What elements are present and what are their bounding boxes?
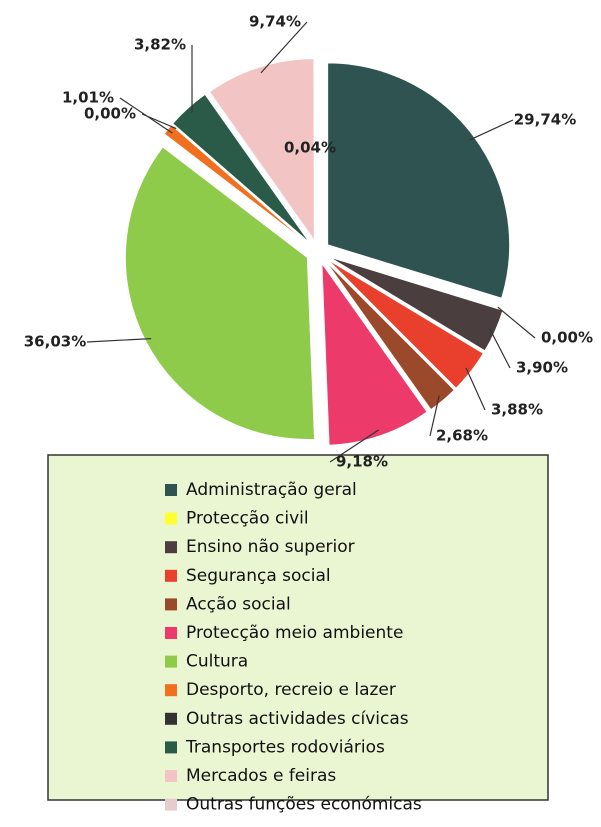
leader-line	[465, 367, 486, 411]
legend-label: Cultura	[186, 652, 248, 672]
pie-slice	[171, 93, 311, 244]
pie-slice	[328, 256, 504, 352]
legend: Administração geral Protecção civil Ensino…	[165, 480, 422, 815]
pie-slice	[321, 261, 428, 446]
leader-line	[260, 21, 308, 74]
legend-swatch	[165, 627, 177, 639]
legend-swatch	[165, 798, 177, 811]
legend-swatch	[165, 712, 177, 725]
legend-label: Acção social	[186, 594, 291, 614]
data-label: 3,88%	[491, 401, 543, 419]
data-label: 0,00%	[84, 105, 136, 123]
legend-label: Outras actividades cívicas	[186, 709, 409, 729]
legend-label: Protecção civil	[186, 509, 309, 529]
leader-line	[86, 337, 152, 343]
data-label: 0,00%	[541, 329, 593, 347]
pie-slice	[325, 260, 456, 411]
data-label: 2,68%	[436, 427, 488, 445]
leader-line	[329, 429, 379, 463]
legend-swatch	[165, 512, 177, 525]
legend-label: Administração geral	[186, 480, 357, 500]
data-label: 3,82%	[134, 36, 186, 54]
leader-line	[497, 306, 536, 339]
data-label: 0,04%	[284, 139, 336, 157]
legend-label: Ensino não superior	[186, 537, 355, 557]
data-label: 9,18%	[336, 453, 388, 471]
legend-label: Desporto, recreio e lazer	[186, 680, 396, 700]
data-label: 3,90%	[516, 359, 568, 377]
leader-line	[429, 395, 440, 437]
legend-box	[47, 454, 549, 801]
pie-slice	[327, 258, 485, 389]
labels: 29,74% 0,00% 3,90% 3,88%2,68% 9,18% 36,03% 1,0…	[24, 13, 593, 471]
legend-label: Protecção meio ambiente	[186, 623, 403, 643]
legend-swatch	[165, 598, 177, 611]
data-label: 1,01%	[62, 89, 114, 107]
legend-swatch	[165, 741, 177, 754]
legend-swatch	[165, 655, 177, 668]
pie	[124, 57, 511, 446]
legend-label: Transportes rodoviários	[185, 737, 385, 757]
legend-label: Segurança social	[186, 566, 331, 586]
legend-swatch	[165, 569, 177, 582]
data-label: 29,74%	[514, 111, 576, 129]
leader-line	[489, 328, 511, 369]
legend-swatch	[165, 541, 177, 554]
leader-line	[141, 113, 177, 130]
pie-slice	[124, 146, 316, 440]
pie-slice	[208, 58, 315, 243]
legend-swatch	[165, 684, 177, 697]
legend-label: Mercados e feiras	[186, 766, 336, 786]
data-label: 9,74%	[249, 13, 301, 31]
legend-swatch	[165, 770, 177, 782]
data-label: 36,03%	[24, 333, 86, 351]
pie-slice	[327, 62, 511, 299]
legend-swatch	[165, 484, 177, 496]
legend-label: Outras funções económicas	[186, 795, 422, 815]
leader-line	[468, 119, 514, 141]
